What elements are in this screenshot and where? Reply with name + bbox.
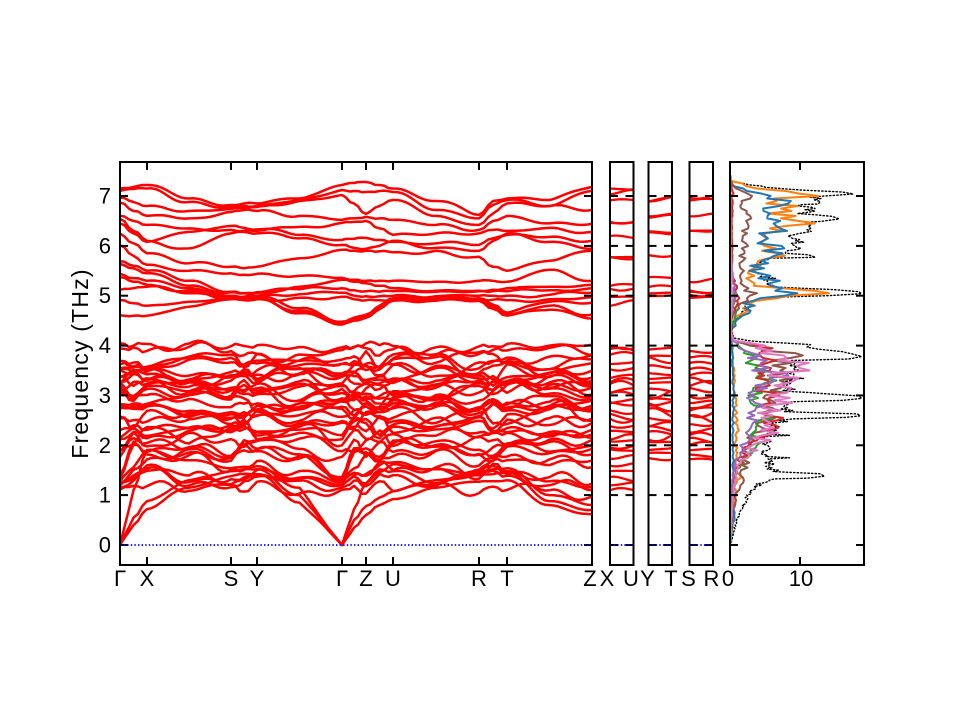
- svg-text:5: 5: [99, 283, 111, 308]
- svg-text:Γ: Γ: [336, 566, 348, 591]
- svg-text:0: 0: [722, 566, 734, 591]
- svg-text:4: 4: [99, 333, 111, 358]
- svg-text:2: 2: [99, 433, 111, 458]
- svg-text:T: T: [500, 566, 513, 591]
- svg-text:6: 6: [99, 233, 111, 258]
- svg-text:T: T: [664, 566, 677, 591]
- svg-text:Y: Y: [640, 566, 655, 591]
- svg-text:X: X: [600, 566, 615, 591]
- svg-text:R: R: [704, 566, 720, 591]
- svg-text:R: R: [471, 566, 487, 591]
- svg-text:Frequency (THz): Frequency (THz): [67, 268, 93, 459]
- svg-text:Γ: Γ: [114, 566, 126, 591]
- svg-text:3: 3: [99, 383, 111, 408]
- svg-text:U: U: [623, 566, 639, 591]
- svg-text:X: X: [140, 566, 155, 591]
- svg-text:U: U: [385, 566, 401, 591]
- svg-text:Y: Y: [250, 566, 265, 591]
- svg-text:0: 0: [99, 533, 111, 558]
- svg-text:1: 1: [99, 483, 111, 508]
- svg-text:S: S: [681, 566, 696, 591]
- svg-text:7: 7: [99, 184, 111, 209]
- svg-text:10: 10: [789, 566, 813, 591]
- svg-text:Z: Z: [583, 566, 596, 591]
- svg-text:S: S: [224, 566, 239, 591]
- svg-text:Z: Z: [359, 566, 372, 591]
